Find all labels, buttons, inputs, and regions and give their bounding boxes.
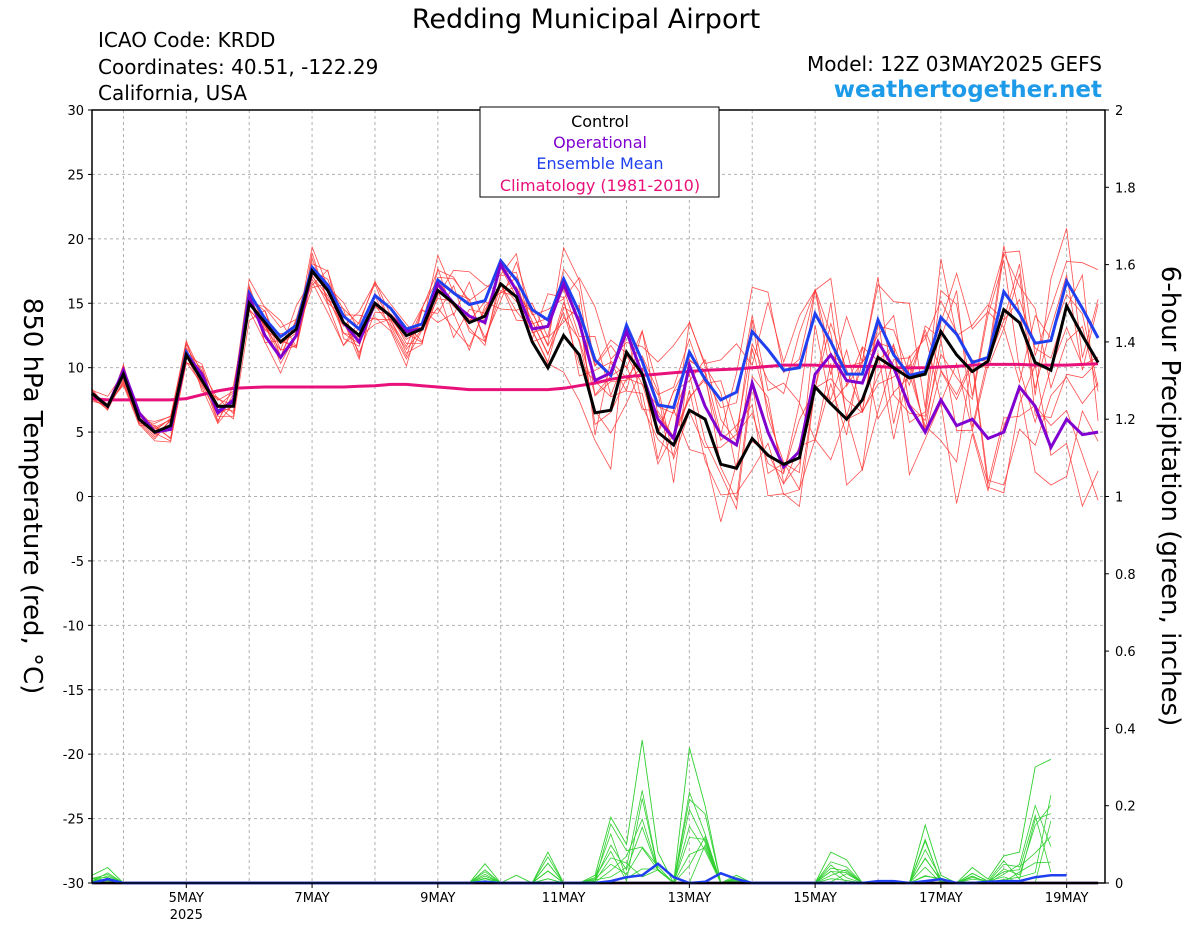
model-run: Model: 12Z 03MAY2025 GEFS	[807, 52, 1102, 76]
y-tick-label: 15	[67, 297, 84, 312]
member-precip-line	[91, 790, 1052, 884]
y2-tick-label: 1	[1115, 491, 1123, 506]
y-tick-label: -20	[63, 748, 84, 763]
x-tick-label: 19MAY	[1045, 891, 1089, 906]
site-link[interactable]: weathertogether.net	[834, 77, 1102, 103]
member-temp-line	[91, 266, 1099, 508]
operational-line	[91, 260, 1099, 470]
y-tick-label: -10	[63, 619, 84, 634]
grid-lines	[92, 109, 1105, 884]
y2-tick-label: 0.4	[1115, 722, 1136, 737]
right-axis-ticks: 2 1.8 1.6 1.4 1.2 1 0.8 0.6 0.4 0.2 0	[1105, 104, 1136, 892]
member-precip-line	[91, 804, 1052, 884]
member-temp-line	[91, 250, 1099, 436]
legend: Control Operational Ensemble Mean Climat…	[479, 106, 720, 198]
x-tick-year: 2025	[170, 908, 203, 923]
y-tick-label: -15	[63, 684, 84, 699]
member-temp-line	[91, 246, 1099, 491]
y-tick-label: 0	[76, 491, 84, 506]
y2-tick-label: 2	[1115, 104, 1123, 119]
y-tick-label: -30	[63, 877, 84, 892]
control-line	[91, 267, 1100, 470]
y-tick-label: -5	[71, 555, 84, 570]
member-precip-line	[91, 808, 1052, 884]
legend-control: Control	[571, 112, 629, 131]
y2-tick-label: 1.2	[1115, 413, 1136, 428]
left-axis-title: 850 hPa Temperature (red, °C)	[17, 298, 47, 695]
y-tick-label: 5	[76, 426, 84, 441]
x-tick-label: 5MAY	[169, 891, 204, 906]
y-tick-label: 30	[67, 104, 84, 119]
legend-climatology: Climatology (1981-2010)	[500, 176, 700, 195]
ensemble-mean-line	[91, 257, 1100, 434]
series-lines	[91, 257, 1100, 885]
y2-tick-label: 1.6	[1115, 259, 1136, 274]
y-tick-label: -25	[63, 813, 84, 828]
y2-tick-label: 0	[1115, 877, 1123, 892]
member-precip-line	[91, 798, 1052, 884]
member-precip-line	[91, 798, 1052, 884]
y-tick-label: 25	[67, 168, 84, 183]
legend-box	[479, 106, 720, 198]
region: California, USA	[98, 81, 247, 105]
x-tick-label: 13MAY	[668, 891, 712, 906]
member-precip-max-line	[91, 739, 1052, 885]
y-tick-label: 20	[67, 233, 84, 248]
member-precip-line	[91, 825, 1052, 884]
y2-tick-label: 0.2	[1115, 800, 1136, 815]
x-tick-label: 7MAY	[294, 891, 329, 906]
member-precip-line	[91, 795, 1052, 884]
chart-title: Redding Municipal Airport	[412, 4, 760, 35]
x-tick-label: 15MAY	[793, 891, 837, 906]
left-axis-ticks: 30 25 20 15 10 5 0 -5 -10 -15 -20 -25 -30	[63, 104, 92, 892]
y-tick-label: 10	[67, 362, 84, 377]
x-axis-ticks: 5MAY 2025 7MAY 9MAY 11MAY 13MAY 15MAY 17MAY 19MA…	[169, 883, 1089, 923]
y2-tick-label: 0.6	[1115, 645, 1136, 660]
legend-operational: Operational	[553, 133, 647, 152]
icao-code: ICAO Code: KRDD	[98, 28, 275, 52]
climatology-line	[91, 362, 1099, 402]
x-tick-label: 11MAY	[542, 891, 586, 906]
coordinates: Coordinates: 40.51, -122.29	[98, 55, 378, 79]
x-tick-label: 9MAY	[420, 891, 455, 906]
x-tick-label: 17MAY	[919, 891, 963, 906]
legend-ensemble-mean: Ensemble Mean	[536, 154, 663, 173]
y2-tick-label: 1.8	[1115, 181, 1136, 196]
y2-tick-label: 0.8	[1115, 568, 1136, 583]
member-precip-line	[91, 790, 1051, 884]
y2-tick-label: 1.4	[1115, 336, 1136, 351]
right-axis-title: 6-hour Precipitation (green, inches)	[1155, 266, 1185, 726]
